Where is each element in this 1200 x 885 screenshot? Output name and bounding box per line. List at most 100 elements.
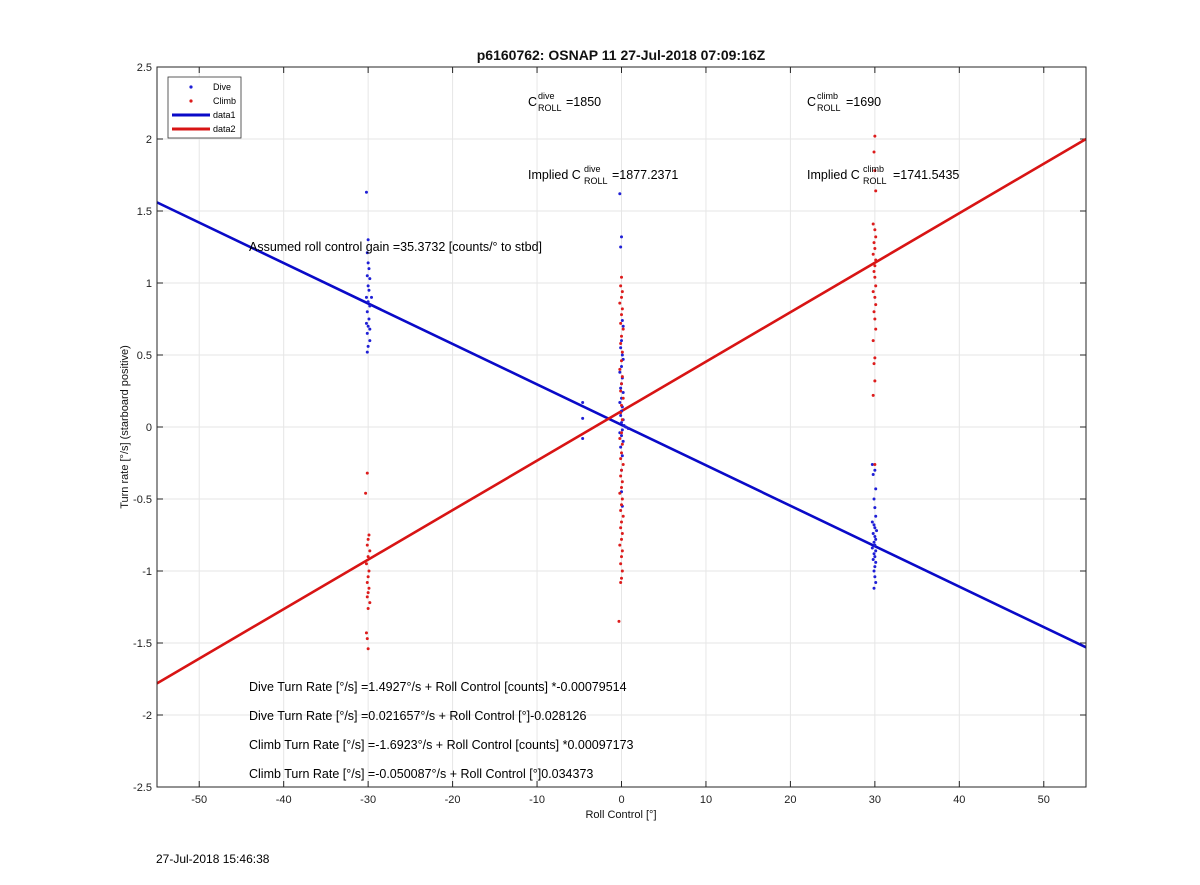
point-climb xyxy=(871,339,875,343)
point-climb xyxy=(620,350,624,354)
point-climb xyxy=(874,235,878,239)
point-climb xyxy=(367,533,371,537)
point-climb xyxy=(620,290,624,294)
point-dive xyxy=(626,426,630,430)
y-tick-label: 0.5 xyxy=(137,350,152,362)
x-tick-label: 0 xyxy=(618,794,624,806)
point-climb xyxy=(620,485,623,489)
point-climb xyxy=(619,581,623,585)
point-dive xyxy=(365,310,369,314)
x-tick-label: -40 xyxy=(276,794,292,806)
point-climb xyxy=(366,591,370,595)
fit-line-data1 xyxy=(156,201,1087,649)
point-dive xyxy=(873,506,877,510)
point-climb xyxy=(620,403,623,407)
annotation-implied-climb: Implied C climb ROLL =1741.5435 xyxy=(807,164,959,186)
point-climb xyxy=(620,431,623,435)
x-tick-label: 10 xyxy=(700,794,712,806)
equation-climb-counts: Climb Turn Rate [°/s] =-1.6923°/s + Roll… xyxy=(249,738,634,752)
point-climb xyxy=(620,497,624,501)
point-climb xyxy=(621,462,625,466)
legend-marker-dive xyxy=(189,85,193,89)
point-climb xyxy=(619,341,623,345)
point-climb xyxy=(619,526,623,530)
point-dive xyxy=(367,317,371,321)
point-climb xyxy=(873,379,877,383)
c-climb-sup: climb xyxy=(817,91,838,101)
x-tick-label: -10 xyxy=(529,794,545,806)
x-axis-ticks: -50 -40 -30 -20 -10 0 10 20 30 40 50 xyxy=(191,67,1050,806)
point-dive xyxy=(619,386,623,390)
point-climb xyxy=(871,393,875,397)
point-climb xyxy=(367,586,371,590)
point-climb xyxy=(620,375,624,379)
point-climb xyxy=(620,520,623,524)
point-climb xyxy=(872,241,876,245)
point-climb xyxy=(620,503,623,507)
point-dive xyxy=(618,370,622,374)
point-dive xyxy=(621,390,625,394)
point-dive xyxy=(620,365,623,369)
point-dive xyxy=(872,540,876,544)
x-tick-label: 50 xyxy=(1038,794,1050,806)
point-climb xyxy=(621,514,625,518)
point-dive xyxy=(581,437,585,441)
c-climb-value: =1690 xyxy=(846,95,881,109)
point-climb xyxy=(873,228,877,232)
point-climb xyxy=(620,451,623,455)
point-climb xyxy=(620,537,623,541)
point-climb xyxy=(620,576,623,580)
point-climb xyxy=(874,189,878,193)
x-axis-label: Roll Control [°] xyxy=(585,809,656,821)
point-climb xyxy=(620,295,623,299)
y-tick-label: 1 xyxy=(146,278,152,290)
point-dive xyxy=(366,261,370,265)
point-dive xyxy=(365,251,369,255)
point-dive xyxy=(870,520,874,524)
legend-label-data1: data1 xyxy=(213,110,236,120)
point-climb xyxy=(873,246,877,250)
y-tick-label: 2 xyxy=(146,134,152,146)
point-climb xyxy=(620,307,624,311)
point-dive xyxy=(620,454,624,458)
point-dive xyxy=(872,523,876,527)
point-climb xyxy=(871,222,875,226)
point-dive xyxy=(366,284,370,288)
point-climb xyxy=(619,284,623,288)
point-climb xyxy=(368,601,372,605)
point-dive xyxy=(368,327,372,331)
y-axis-ticks: -2.5 -2 -1.5 -1 -0.5 0 0.5 1 1.5 2 2.5 xyxy=(133,62,1086,794)
point-climb xyxy=(873,356,877,360)
point-dive xyxy=(872,586,876,590)
point-climb xyxy=(873,462,877,466)
point-climb xyxy=(873,134,877,138)
implied-dive-prefix: Implied C xyxy=(528,168,581,182)
point-dive xyxy=(364,190,368,194)
implied-dive-value: =1877.2371 xyxy=(612,168,678,182)
point-dive xyxy=(366,238,370,242)
plot-frame xyxy=(156,66,1087,788)
c-climb-base: C xyxy=(807,95,816,109)
point-dive xyxy=(873,543,877,547)
point-climb xyxy=(872,150,876,154)
point-climb xyxy=(366,537,370,541)
point-dive xyxy=(874,549,878,553)
y-tick-label: 0 xyxy=(146,422,152,434)
x-tick-label: 40 xyxy=(953,794,965,806)
point-dive xyxy=(873,534,877,538)
x-tick-label: 30 xyxy=(869,794,881,806)
implied-dive-sup: dive xyxy=(584,164,601,174)
point-climb xyxy=(873,317,877,321)
point-climb xyxy=(620,359,623,363)
point-dive xyxy=(618,401,622,405)
point-dive xyxy=(620,421,623,425)
point-dive xyxy=(872,497,876,501)
point-climb xyxy=(365,637,369,641)
point-climb xyxy=(620,569,624,573)
annotation-implied-dive: Implied C dive ROLL =1877.2371 xyxy=(528,164,678,186)
point-dive xyxy=(874,487,878,491)
point-climb xyxy=(364,562,368,566)
footer-timestamp: 27-Jul-2018 15:46:38 xyxy=(156,852,270,866)
y-tick-label: -2.5 xyxy=(133,782,152,794)
point-climb xyxy=(621,396,625,400)
